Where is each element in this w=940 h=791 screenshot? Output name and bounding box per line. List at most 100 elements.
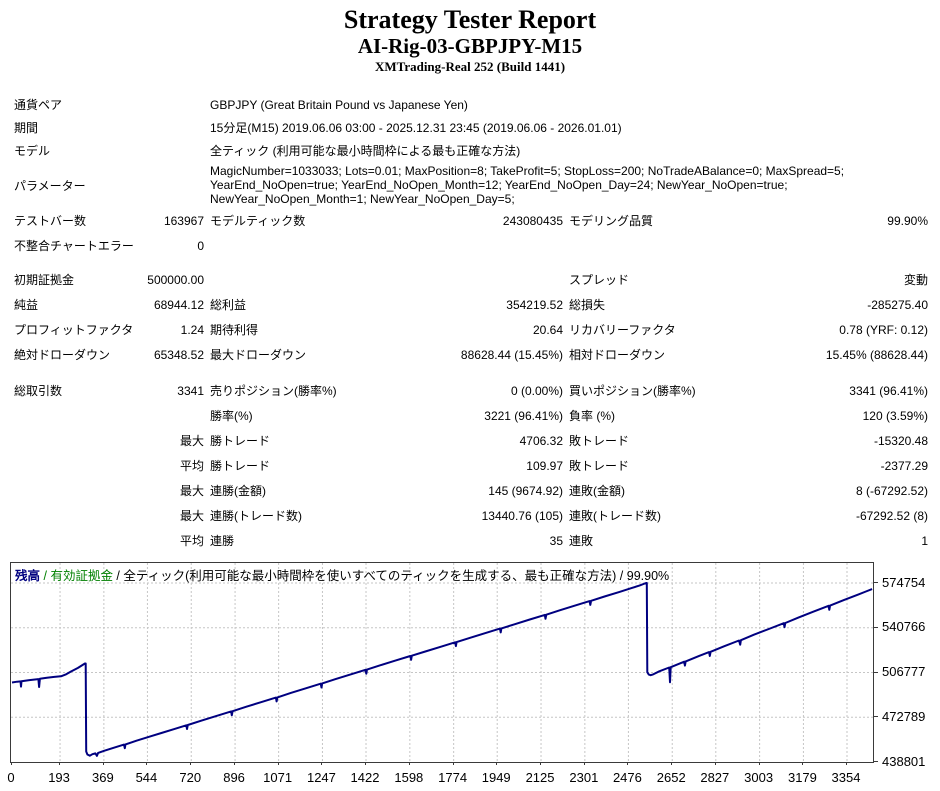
stat-value: 35 (549, 533, 563, 548)
stat-label: 勝率(%) (210, 409, 253, 423)
stat-row: 絶対ドローダウン 65348.52 最大ドローダウン 88628.44 (15.45%… (14, 342, 940, 367)
balance-chart-section: 残高 / 有効証拠金 / 全ティック(利用可能な最小時間枠を使いすべてのティック… (0, 557, 940, 791)
stat-row: 最大 連勝(トレード数) 13440.76 (105) 連敗(トレード数) -67292… (14, 503, 940, 528)
x-tick-mark (714, 762, 716, 765)
info-row: 通貨ペア GBPJPY (Great Britain Pound vs Japan… (14, 93, 940, 116)
stat-value: 3221 (96.41%) (484, 408, 563, 423)
balance-line (11, 582, 873, 757)
stat-value: 15.45% (88628.44) (825, 347, 928, 362)
stat-value: 68944.12 (153, 297, 204, 312)
stat-value: 500000.00 (147, 272, 204, 287)
stat-label: 連敗(金額) (569, 484, 625, 498)
stat-value: 最大 (179, 484, 204, 498)
stat-value: 163967 (163, 213, 204, 228)
chart-legend: 残高 / 有効証拠金 / 全ティック(利用可能な最小時間枠を使いすべてのティック… (15, 565, 669, 584)
x-tick-label: 3003 (744, 770, 774, 785)
stat-label: スプレッド (569, 273, 630, 287)
stat-label: 連敗 (569, 534, 594, 548)
x-tick-label: 1598 (394, 770, 424, 785)
x-tick-label: 1247 (306, 770, 336, 785)
x-tick-mark (846, 762, 847, 765)
stat-value: 平均 (179, 534, 204, 548)
x-tick-mark (190, 762, 192, 765)
x-tick-mark (802, 762, 804, 765)
x-tick-mark (583, 762, 585, 765)
stat-value: 65348.52 (153, 347, 204, 362)
info-label: 期間 (14, 121, 39, 135)
table-spacer (0, 367, 940, 378)
balance-chart[interactable]: 残高 / 有効証拠金 / 全ティック(利用可能な最小時間枠を使いすべてのティック… (10, 562, 874, 763)
x-tick-mark (540, 762, 542, 765)
stat-value: -285275.40 (867, 297, 928, 312)
stat-value: 変動 (903, 273, 928, 287)
stat-label: 相対ドローダウン (569, 348, 666, 362)
stat-label: 純益 (14, 298, 39, 312)
y-tick-mark (873, 582, 878, 583)
stat-value: 4706.32 (519, 433, 563, 448)
x-tick-label: 3179 (787, 770, 817, 785)
stat-value: 109.97 (526, 458, 563, 473)
x-tick-mark (627, 762, 629, 765)
x-tick-mark (758, 762, 760, 765)
stat-value: 99.90% (887, 213, 928, 228)
stat-label: 連敗(トレード数) (569, 509, 661, 523)
stat-row: プロフィットファクタ 1.24 期待利得 20.64 リカバリーファクタ 0.78 (YR… (14, 317, 940, 342)
x-tick-mark (146, 762, 148, 765)
x-tick-label: 1949 (481, 770, 511, 785)
stat-row: テストバー数 163967 モデルティック数 243080435 モデリング品質 99.9… (14, 208, 940, 233)
info-label: パラメーター (14, 178, 86, 193)
stat-label: リカバリーファクタ (569, 323, 676, 337)
stat-label: 売りポジション(勝率%) (210, 384, 337, 398)
stat-label: 連勝(トレード数) (210, 509, 302, 523)
stat-value: 最大 (179, 434, 204, 448)
legend-sep1: / (40, 569, 51, 583)
x-tick-label: 1774 (438, 770, 468, 785)
stat-label: モデルティック数 (210, 214, 306, 228)
report-title: Strategy Tester Report (343, 5, 597, 34)
stat-row: 最大 連勝(金額) 145 (9674.92) 連敗(金額) 8 (-67292.52) (14, 478, 940, 503)
y-tick-mark (873, 626, 878, 628)
stat-value: 243080435 (502, 213, 563, 228)
info-row: パラメーター MagicNumber=1033033; Lots=0.01; Ma… (14, 162, 940, 208)
stat-label: モデリング品質 (569, 214, 654, 228)
stat-label: テストバー数 (14, 214, 87, 228)
info-value: MagicNumber=1033033; Lots=0.01; MaxPosit… (210, 164, 845, 206)
stat-value: 平均 (179, 459, 204, 473)
stat-row: 不整合チャートエラー 0 (14, 233, 940, 258)
info-label: モデル (14, 144, 51, 158)
table-spacer (0, 258, 940, 267)
stat-row: 最大 勝トレード 4706.32 敗トレード -15320.48 (14, 428, 940, 453)
stat-label: 勝トレード (210, 459, 271, 473)
stat-value: 354219.52 (506, 297, 563, 312)
stat-label: 勝トレード (210, 434, 271, 448)
legend-equity: 有効証拠金 (50, 569, 113, 583)
y-tick-label: 472789 (882, 708, 926, 724)
info-value: 15分足(M15) 2019.06.06 03:00 - 2025.12.31 … (210, 120, 622, 135)
x-tick-label: 369 (92, 770, 114, 785)
x-tick-label: 2827 (700, 770, 730, 785)
stat-row: 初期証拠金 500000.00 スプレッド 変動 (14, 267, 940, 292)
x-tick-label: 1422 (350, 770, 380, 785)
stat-value: 0 (197, 238, 204, 253)
info-row: モデル 全ティック (利用可能な最小時間枠による最も正確な方法) (14, 139, 940, 162)
info-label: 通貨ペア (14, 98, 63, 112)
stat-label: 連勝(金額) (210, 484, 266, 498)
x-tick-mark (102, 762, 104, 765)
stat-label: プロフィットファクタ (14, 323, 134, 337)
x-tick-mark (234, 762, 236, 765)
stat-label: 敗トレード (569, 459, 630, 473)
stat-value: 1.24 (180, 322, 204, 337)
x-tick-mark (452, 762, 454, 765)
stat-row: 平均 連勝 35 連敗 1 (14, 528, 940, 553)
stat-label: 最大ドローダウン (210, 348, 307, 362)
x-tick-label: 2125 (525, 770, 555, 785)
y-tick-label: 540766 (882, 619, 926, 635)
stat-label: 不整合チャートエラー (14, 239, 134, 253)
stat-value: 20.64 (532, 322, 563, 337)
info-row: 期間 15分足(M15) 2019.06.06 03:00 - 2025.12.3… (14, 116, 940, 139)
broker-build: XMTrading-Real 252 (Build 1441) (374, 59, 566, 74)
y-tick-label: 438801 (882, 753, 926, 769)
info-value: 全ティック (利用可能な最小時間枠による最も正確な方法) (210, 143, 521, 158)
y-tick-mark (873, 761, 878, 762)
x-tick-label: 2652 (656, 770, 686, 785)
